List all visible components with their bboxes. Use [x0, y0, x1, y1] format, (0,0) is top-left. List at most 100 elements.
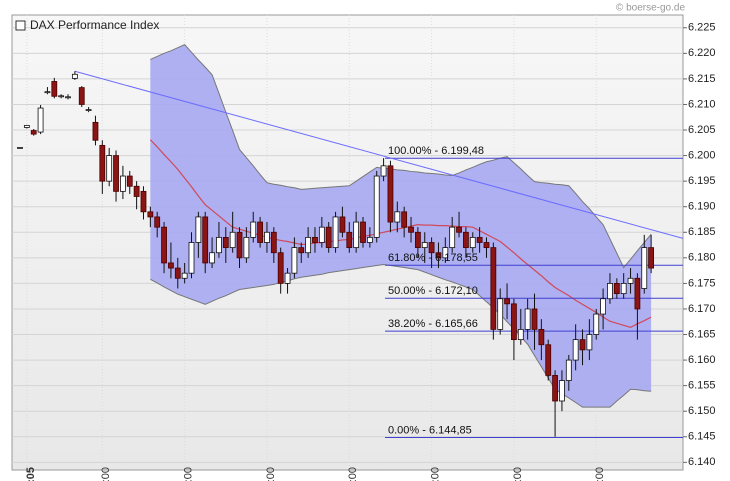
marks [17, 44, 684, 439]
candle-body [476, 236, 483, 243]
legend: DAX Performance Index [15, 18, 159, 32]
candle-body [51, 81, 58, 97]
candle-body [284, 272, 291, 284]
candle-body [85, 109, 92, 111]
candle-body [408, 226, 414, 233]
candle-body [401, 211, 408, 228]
candle-body [161, 226, 167, 264]
band-lower [150, 263, 652, 408]
candle-body [209, 252, 215, 264]
x-tick-label: 08:05 [25, 467, 37, 481]
candle-body [257, 221, 264, 243]
candle-body [71, 73, 78, 79]
candle-body [593, 313, 600, 335]
y-tick-label: 6.195 [688, 175, 716, 187]
candle-body [312, 236, 318, 243]
candle-body [538, 329, 545, 346]
candle-body [168, 262, 174, 269]
candle-body [394, 211, 401, 223]
candle-body [264, 231, 270, 243]
candle-body [517, 329, 524, 341]
candle-body [552, 375, 558, 402]
band-upper [150, 44, 652, 269]
fib-label: 0.00% - 6.144,85 [388, 424, 472, 436]
y-tick-label: 6.225 [688, 22, 716, 34]
candle-body [325, 226, 332, 249]
candle-body [511, 303, 517, 341]
candle-body [44, 91, 51, 94]
candle-body [250, 221, 257, 238]
candle-body [634, 277, 641, 310]
candle-body [78, 87, 85, 105]
candle-body [332, 216, 339, 249]
candle-body [572, 339, 579, 361]
candle-body [462, 231, 469, 249]
candle-body [442, 247, 449, 259]
trend-line [74, 70, 684, 239]
candle-body [202, 216, 209, 264]
watermark: © boerse-go.de [616, 3, 686, 14]
candle-body [607, 282, 613, 300]
candle-body [236, 231, 243, 259]
x-tick-label: 14:00 [512, 467, 524, 481]
candle-body [154, 216, 161, 228]
candle-body [106, 155, 113, 182]
y-tick-label: 6.180 [688, 252, 716, 264]
candle-body [559, 380, 565, 402]
candle-body [627, 277, 634, 284]
y-tick-label: 6.170 [688, 303, 716, 315]
candle-body [490, 247, 497, 330]
y-tick-label: 6.165 [688, 328, 716, 340]
x-tick-label: 15:00 [594, 467, 606, 481]
candle-body [353, 221, 360, 249]
candle-body [449, 226, 456, 249]
candle-body [565, 359, 572, 381]
y-tick-label: 6.160 [688, 354, 716, 366]
x-tick-label: 10:00 [183, 467, 195, 481]
x-tick-label: 12:00 [347, 467, 359, 481]
candle-body [133, 185, 140, 197]
x-tick-label: 13:00 [430, 467, 442, 481]
x-tick-label: 11:00 [265, 467, 277, 481]
candle-body [504, 298, 510, 305]
y-tick-label: 6.210 [688, 98, 716, 110]
y-tick-label: 6.205 [688, 124, 716, 136]
candle-body [174, 267, 181, 279]
candle-body [23, 125, 30, 128]
candle-body [579, 339, 586, 351]
fib-label: 61.80% - 6.178,55 [388, 252, 478, 264]
candle-body [600, 298, 606, 315]
candle-body [531, 308, 538, 330]
y-tick-label: 6.200 [688, 149, 716, 161]
candle-body [524, 308, 531, 330]
candle-body [17, 147, 23, 149]
chart-title: DAX Performance Index [30, 18, 159, 32]
candle-body [373, 175, 380, 238]
candle-body [360, 221, 366, 243]
candle-body [216, 236, 222, 254]
candle-body [620, 282, 627, 295]
fib-label: 50.00% - 6.172,10 [388, 285, 478, 297]
candle-body [346, 231, 353, 249]
fib-label: 38.20% - 6.165,66 [388, 318, 478, 330]
y-tick-label: 6.190 [688, 201, 716, 213]
candle-body [65, 96, 71, 99]
candle-body [270, 231, 277, 254]
candle-body [305, 236, 312, 254]
candle-body [421, 242, 428, 249]
candle-body [120, 175, 126, 192]
candle-body [435, 252, 442, 259]
y-tick-label: 6.215 [688, 73, 716, 85]
candle-body [366, 236, 373, 243]
y-tick-label: 6.155 [688, 380, 716, 392]
y-tick-label: 6.145 [688, 431, 716, 443]
candle-body [140, 190, 147, 213]
candle-body [469, 236, 476, 249]
candle-body [147, 211, 154, 218]
candle-body [58, 95, 65, 98]
candle-body [339, 216, 346, 233]
candle-body [195, 216, 202, 243]
candle-body [497, 298, 504, 330]
